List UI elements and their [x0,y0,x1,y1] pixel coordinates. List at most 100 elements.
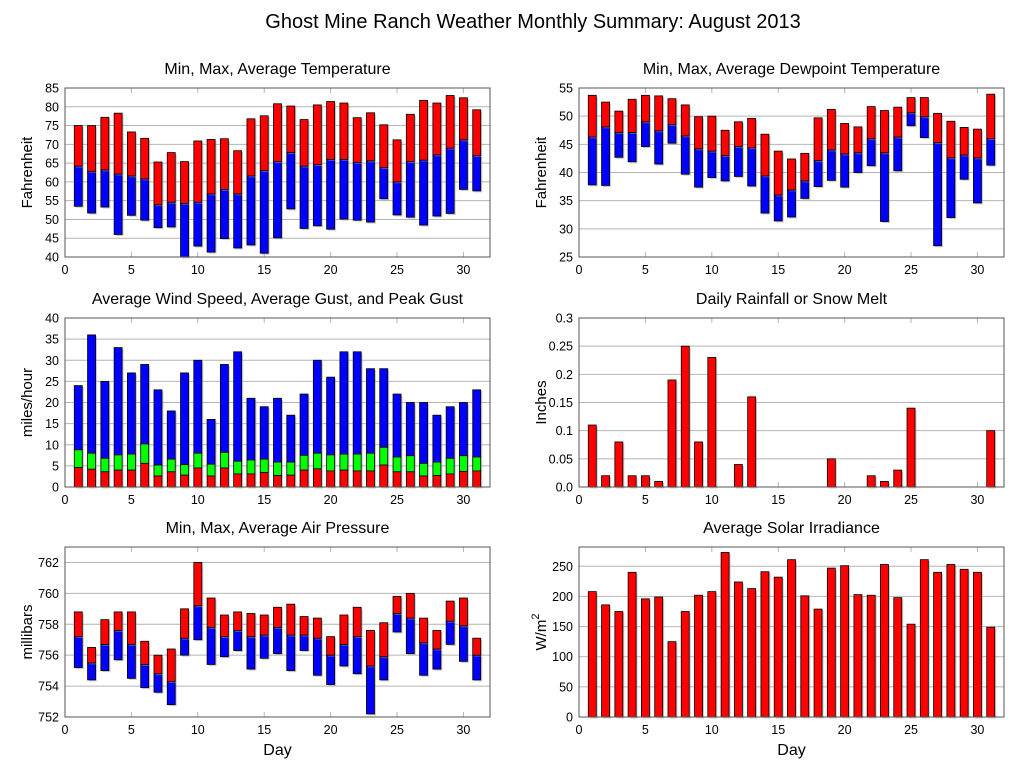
bar-min-avg [933,142,942,247]
bar-avg-max [87,125,96,172]
bar-min-avg [246,175,256,246]
bar-peak-gust [459,402,468,457]
y-tick-label: 25 [559,251,573,265]
bar-avg-max [312,104,322,166]
y-tick-label: 0.0 [556,481,573,495]
plot-frame [64,546,491,718]
bar-average-wind [113,469,123,488]
y-tick-label: 45 [45,232,59,246]
bar-avg-max [339,102,349,160]
bar-min-avg [760,175,770,214]
bar-avg-max [286,105,296,153]
bar-avg-max [219,138,229,190]
bar-value [866,594,876,718]
x-tick-label: 25 [904,723,918,737]
bar-min-avg [906,112,916,127]
bar-average-gust [312,452,322,470]
x-tick-label: 15 [771,723,785,737]
bar-avg-max [299,616,309,636]
y-tick-label: 30 [559,222,573,236]
bar-value [893,469,903,488]
bar-min-avg [127,175,136,216]
bar-min-avg [866,138,876,167]
bar-min-avg [419,642,428,676]
bar-value [667,641,677,718]
y-tick-label: 0.15 [549,396,573,410]
bar-average-wind [100,471,110,488]
bar-min-avg [219,188,229,239]
bar-average-gust [352,453,362,472]
panel-title: Min, Max, Average Dewpoint Temperature [643,61,940,78]
bar-average-gust [153,464,163,477]
bar-value [654,596,664,718]
x-tick-label: 0 [62,493,69,507]
y-tick-label: 0.25 [549,340,573,354]
bar-avg-max [472,109,482,156]
bar-value [733,581,743,718]
panel-title: Min, Max, Average Temperature [164,61,390,78]
y-tick-label: 40 [45,312,59,326]
bar-min-avg [352,636,362,675]
bar-average-gust [286,461,296,476]
bar-peak-gust [326,376,336,456]
bar-min-avg [840,153,850,188]
bar-avg-max [273,606,282,628]
x-tick-label: 20 [324,723,338,737]
bar-avg-max [259,115,269,172]
y-axis-label: Fahrenheit [19,136,36,209]
y-tick-label: 15 [45,417,59,431]
y-tick-label: 752 [38,711,59,725]
bar-peak-gust [432,414,442,463]
bar-peak-gust [87,334,96,454]
bar-min-avg [919,116,929,138]
bar-min-avg [880,152,889,222]
bar-avg-max [720,129,730,157]
bar-min-avg [166,681,176,706]
bar-avg-max [853,126,863,154]
bar-min-avg [787,189,796,218]
bar-min-avg [392,613,402,633]
bar-min-avg [273,161,282,239]
bar-average-gust [87,452,96,470]
bar-avg-max [419,617,428,644]
bar-peak-gust [193,359,203,454]
bar-avg-max [641,94,650,123]
bar-average-gust [73,449,83,468]
y-axis-label: millibars [19,604,36,659]
bar-average-gust [166,458,176,473]
bar-avg-max [627,98,637,133]
x-tick-label: 30 [456,493,470,507]
bar-average-wind [140,462,150,488]
bar-avg-max [219,614,229,638]
bar-avg-max [352,606,362,638]
panel-title: Average Solar Irradiance [703,520,880,537]
bar-peak-gust [233,351,243,462]
x-tick-label: 30 [456,263,470,277]
y-tick-label: 50 [559,680,573,694]
y-tick-label: 55 [559,82,573,96]
bar-avg-max [986,93,996,140]
bar-min-avg [286,152,296,210]
bar-min-avg [432,154,442,217]
bar-min-avg [419,159,428,226]
x-tick-label: 0 [62,263,69,277]
y-tick-label: 55 [45,194,59,208]
bar-average-wind [127,469,136,488]
bar-peak-gust [273,397,282,463]
bar-peak-gust [286,414,296,463]
bar-avg-max [392,596,402,614]
bar-value [587,424,597,488]
bar-peak-gust [445,406,455,459]
bar-value [906,407,916,488]
bar-avg-max [906,97,916,114]
chart-panel-6: Average Solar Irradiance 0 50 100 150 200 250 0… [530,520,1005,759]
bar-min-avg [246,636,256,670]
bar-avg-max [933,112,942,144]
bar-average-wind [166,471,176,488]
bar-value [866,475,876,488]
bar-average-wind [459,470,468,488]
x-tick-label: 15 [771,493,785,507]
y-tick-label: 35 [559,194,573,208]
y-tick-label: 756 [38,649,59,663]
